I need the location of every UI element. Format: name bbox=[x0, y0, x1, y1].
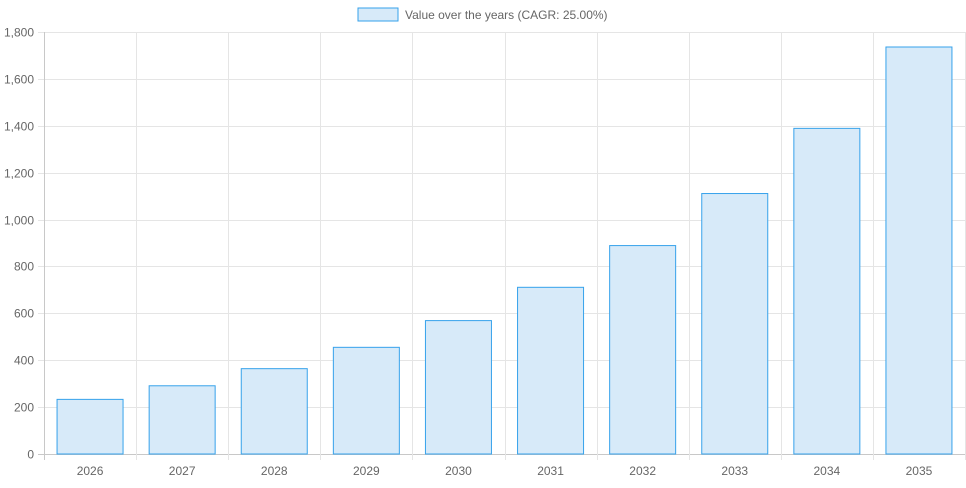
grid bbox=[38, 32, 966, 460]
y-tick-label: 1,400 bbox=[4, 120, 34, 134]
bar-2026 bbox=[56, 398, 124, 455]
bar-2030 bbox=[424, 320, 492, 455]
y-axis-ticks: 0 200 400 600 800 1,000 1,200 1,400 1,600 1,800 bbox=[4, 26, 34, 462]
x-tick-label: 2029 bbox=[353, 464, 380, 478]
x-tick-label: 2031 bbox=[537, 464, 564, 478]
x-tick-label: 2026 bbox=[77, 464, 104, 478]
y-tick-label: 400 bbox=[14, 354, 34, 368]
y-tick-label: 1,000 bbox=[4, 214, 34, 228]
y-tick-label: 600 bbox=[14, 307, 34, 321]
bar-2029 bbox=[332, 346, 400, 455]
x-tick-label: 2027 bbox=[169, 464, 196, 478]
x-tick-label: 2033 bbox=[721, 464, 748, 478]
bar-2028 bbox=[240, 368, 308, 455]
x-axis-ticks: 2026 2027 2028 2029 2030 2031 2032 2033 2034 2035 bbox=[77, 464, 933, 478]
y-tick-label: 200 bbox=[14, 401, 34, 415]
x-tick-label: 2032 bbox=[629, 464, 656, 478]
bar-2035 bbox=[885, 46, 953, 455]
x-tick-label: 2030 bbox=[445, 464, 472, 478]
y-tick-label: 1,200 bbox=[4, 167, 34, 181]
bar-2032 bbox=[609, 245, 677, 455]
bar-2034 bbox=[793, 127, 861, 455]
y-tick-label: 800 bbox=[14, 260, 34, 274]
bar-2033 bbox=[701, 193, 769, 455]
legend-label: Value over the years (CAGR: 25.00%) bbox=[405, 8, 608, 22]
x-tick-label: 2034 bbox=[813, 464, 840, 478]
bar-2031 bbox=[517, 286, 585, 455]
y-tick-label: 0 bbox=[27, 448, 34, 462]
bar-2027 bbox=[148, 385, 216, 455]
legend[interactable]: Value over the years (CAGR: 25.00%) bbox=[357, 7, 608, 22]
x-tick-label: 2035 bbox=[906, 464, 933, 478]
y-tick-label: 1,600 bbox=[4, 73, 34, 87]
bars bbox=[56, 46, 953, 455]
legend-swatch bbox=[357, 7, 399, 22]
x-tick-label: 2028 bbox=[261, 464, 288, 478]
y-tick-label: 1,800 bbox=[4, 26, 34, 40]
